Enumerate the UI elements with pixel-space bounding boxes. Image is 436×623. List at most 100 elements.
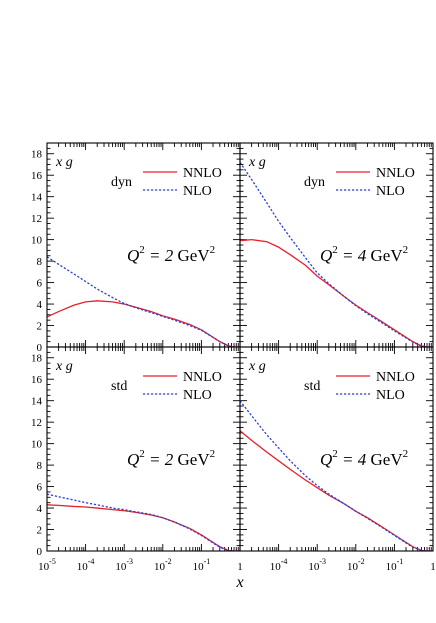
x-tick-exponent: -4 xyxy=(88,557,95,566)
series-line-nnlo xyxy=(240,430,433,551)
series-line-nlo xyxy=(47,493,240,551)
y-tick-label: 18 xyxy=(31,149,43,161)
y-tick-label: 8 xyxy=(37,460,43,472)
x-tick-label: 10-3 xyxy=(115,557,133,573)
y-tick-label: 6 xyxy=(37,482,43,494)
panel-ylabel: x g xyxy=(248,359,266,374)
curves xyxy=(240,161,433,347)
x-tick-base: 10 xyxy=(154,561,166,573)
x-tick-base: 10 xyxy=(347,561,359,573)
series-line-nlo xyxy=(240,400,433,551)
x-tick-exponent: -4 xyxy=(281,557,288,566)
x-tick-base: 10 xyxy=(77,561,89,573)
x-tick-label: 10-4 xyxy=(77,557,95,573)
y-tick-label: 8 xyxy=(37,256,43,268)
q2-annotation: Q2 = 4 GeV2 xyxy=(320,244,408,265)
q2-value: = 2 xyxy=(145,246,174,265)
q2-symbol: Q xyxy=(320,246,332,265)
x-tick-label: 10-5 xyxy=(38,557,56,573)
q2-symbol: Q xyxy=(320,450,332,469)
y-tick-label: 16 xyxy=(31,374,43,386)
x-tick-label: 10-1 xyxy=(386,557,404,573)
q2-annotation: Q2 = 4 GeV2 xyxy=(320,448,408,469)
legend-label-nlo: NLO xyxy=(376,388,405,403)
series-line-nnlo xyxy=(47,504,240,551)
y-tick-label: 10 xyxy=(31,235,43,247)
x-tick-exponent: -1 xyxy=(204,557,211,566)
y-tick-label: 16 xyxy=(31,170,43,182)
q2-superscript: 2 xyxy=(139,448,145,460)
x-tick-exponent: -2 xyxy=(165,557,172,566)
q2-symbol: Q xyxy=(127,246,139,265)
y-tick-label: 10 xyxy=(31,439,43,451)
x-tick-label: 10-1 xyxy=(193,557,211,573)
panel-ylabel: x g xyxy=(55,359,73,374)
y-tick-label: 12 xyxy=(31,213,42,225)
scheme-label: std xyxy=(111,379,127,394)
x-tick-base: 10 xyxy=(38,561,50,573)
panel-frame xyxy=(239,346,434,552)
scheme-label: dyn xyxy=(304,175,325,190)
y-tick-label: 6 xyxy=(37,278,43,290)
y-tick-label: 4 xyxy=(37,299,43,311)
y-tick-label: 0 xyxy=(37,546,43,558)
q2-unit: GeV xyxy=(366,246,403,265)
legend-label-nlo: NLO xyxy=(376,184,405,199)
legend-label-nlo: NLO xyxy=(183,184,212,199)
y-tick-label: 18 xyxy=(31,353,43,365)
panel-ylabel: x g xyxy=(248,155,266,170)
x-axis-title: x xyxy=(235,574,243,591)
q2-unit: GeV xyxy=(173,450,210,469)
q2-symbol: Q xyxy=(127,450,139,469)
q2-unit: GeV xyxy=(173,246,210,265)
q2-unit: GeV xyxy=(366,450,403,469)
x-tick-label: 10-2 xyxy=(347,557,365,573)
x-tick-exponent: -2 xyxy=(358,557,365,566)
scheme-label: dyn xyxy=(111,175,132,190)
x-tick-base: 10 xyxy=(386,561,398,573)
q2-value: = 4 xyxy=(338,450,367,469)
q2-unit-superscript: 2 xyxy=(403,244,409,256)
x-tick-label: 1 xyxy=(430,561,436,573)
x-tick-exponent: -3 xyxy=(126,557,133,566)
q2-superscript: 2 xyxy=(332,448,338,460)
x-tick-base: 10 xyxy=(270,561,282,573)
curves xyxy=(240,400,433,551)
y-tick-label: 2 xyxy=(37,525,43,537)
legend-label-nnlo: NNLO xyxy=(183,370,222,385)
y-tick-label: 14 xyxy=(31,192,43,204)
x-tick-label: 10-2 xyxy=(154,557,172,573)
x-tick-exponent: -1 xyxy=(397,557,404,566)
y-tick-label: 12 xyxy=(31,417,42,429)
q2-unit-superscript: 2 xyxy=(403,448,409,460)
panel-ylabel: x g xyxy=(55,155,73,170)
x-tick-base: 10 xyxy=(193,561,205,573)
x-tick-base: 10 xyxy=(115,561,127,573)
y-tick-label: 0 xyxy=(37,342,43,354)
legend-label-nnlo: NNLO xyxy=(376,370,415,385)
series-line-nnlo xyxy=(47,300,240,347)
x-tick-label: 1 xyxy=(237,561,243,573)
q2-value: = 4 xyxy=(338,246,367,265)
legend-label-nnlo: NNLO xyxy=(376,166,415,181)
legend-label-nnlo: NNLO xyxy=(183,166,222,181)
x-tick-base: 1 xyxy=(430,561,436,573)
q2-superscript: 2 xyxy=(139,244,145,256)
q2-annotation: Q2 = 2 GeV2 xyxy=(127,244,215,265)
y-tick-label: 4 xyxy=(37,503,43,515)
q2-value: = 2 xyxy=(145,450,174,469)
legend-label-nlo: NLO xyxy=(183,388,212,403)
y-tick-label: 2 xyxy=(37,321,43,333)
q2-unit-superscript: 2 xyxy=(210,448,216,460)
x-tick-label: 10-3 xyxy=(308,557,326,573)
scheme-label: std xyxy=(304,379,320,394)
curves xyxy=(47,256,240,347)
curves xyxy=(47,493,240,551)
